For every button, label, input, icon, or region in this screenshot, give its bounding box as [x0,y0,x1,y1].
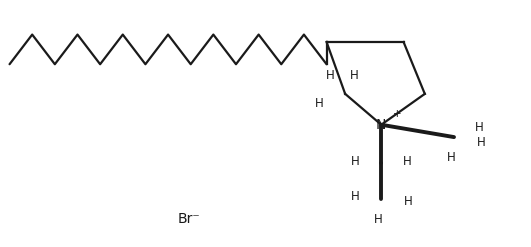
Text: H: H [475,121,484,134]
Text: H: H [350,69,359,82]
Text: H: H [315,97,324,110]
Text: H: H [404,195,413,208]
Text: H: H [326,69,335,82]
Text: H: H [447,151,456,164]
Text: H: H [374,213,383,226]
Text: H: H [352,190,360,203]
Text: Br⁻: Br⁻ [177,212,200,226]
Text: H: H [402,155,411,168]
Text: H: H [477,136,485,148]
Text: N: N [376,118,387,132]
Text: +: + [393,109,401,119]
Text: H: H [352,155,360,168]
